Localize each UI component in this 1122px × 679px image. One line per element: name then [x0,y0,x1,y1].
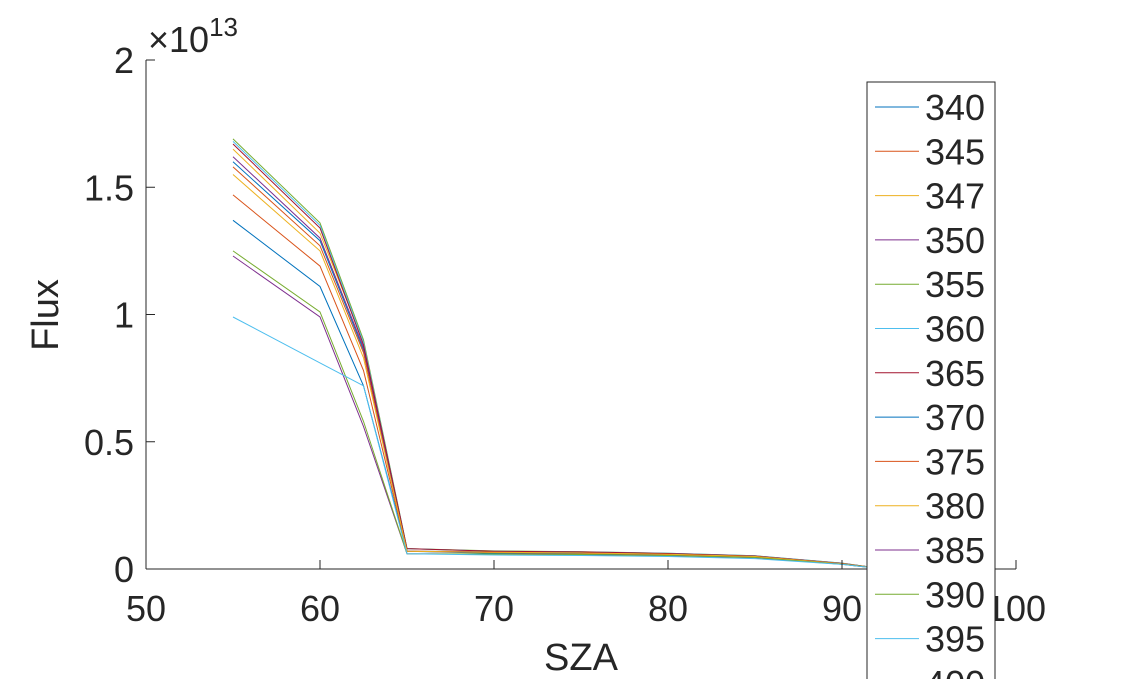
series-line-385 [232,255,877,569]
series-line-360 [232,141,877,569]
x-tick-label: 70 [474,588,514,629]
exponent-label: ×1013 [148,12,238,60]
legend-label-365: 365 [925,353,985,394]
legend-box [866,81,996,679]
y-tick-label: 1 [114,295,134,336]
legend-label-350: 350 [925,220,985,261]
series-line-395 [232,316,877,569]
exponent-power: 13 [209,12,238,42]
x-tick-label: 80 [648,588,688,629]
y-tick-label: 1.5 [84,167,134,208]
series-line-347 [232,148,877,569]
x-tick-label: 90 [822,588,862,629]
legend-label-355: 355 [925,264,985,305]
x-ticks: 50 60 70 80 90 100 [126,560,1046,629]
y-tick-label: 0 [114,549,134,590]
series-lines [232,138,877,569]
legend-label-375: 375 [925,441,985,482]
legend-label-380: 380 [925,486,985,527]
legend-label-370: 370 [925,397,985,438]
series-line-380 [232,174,877,569]
series-line-370 [232,219,877,569]
legend-label-395: 395 [925,619,985,660]
series-line-350 [232,156,877,569]
x-axis-label: SZA [544,637,619,679]
legend-label-385: 385 [925,530,985,571]
series-line-355 [232,138,877,569]
legend-label-390: 390 [925,574,985,615]
series-line-365 [232,143,877,569]
y-axis-label: Flux [25,279,67,351]
x-tick-label: 60 [300,588,340,629]
x-tick-label: 50 [126,588,166,629]
y-tick-label: 0.5 [84,422,134,463]
series-line-390 [232,250,877,569]
legend-label-partial: 400 [925,663,985,679]
x-tick-label: 100 [986,588,1046,629]
legend-label-360: 360 [925,309,985,350]
y-tick-label: 2 [114,40,134,81]
y-ticks: 0 0.5 1 1.5 2 [84,40,155,590]
legend-label-345: 345 [925,131,985,172]
legend-label-340: 340 [925,87,985,128]
legend-label-347: 347 [925,176,985,217]
series-line-340 [232,161,877,569]
